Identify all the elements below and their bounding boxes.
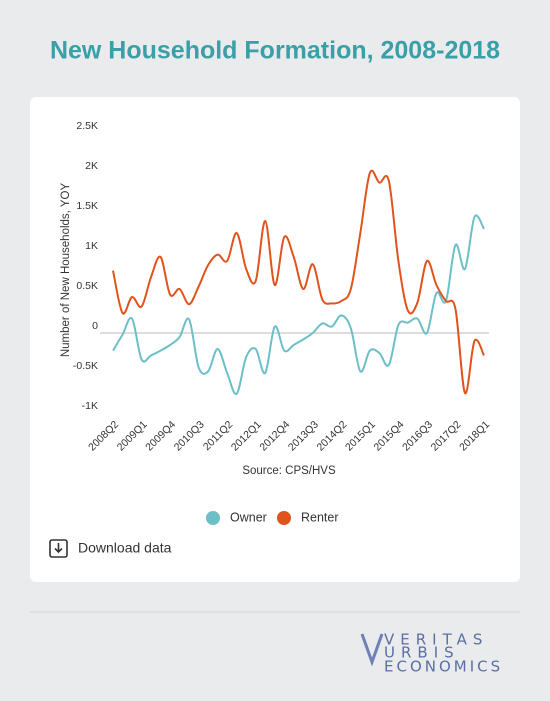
y-tick-label: 2K (85, 160, 98, 172)
logo-line: VERITAS (384, 631, 488, 649)
y-tick-label: 0 (92, 320, 98, 332)
legend-marker (277, 511, 291, 525)
y-tick-label: 0.5K (76, 280, 98, 292)
download-icon (49, 539, 68, 558)
logo-line: ECONOMICS (384, 658, 503, 676)
y-tick-label: 1.5K (76, 200, 98, 212)
y-axis-label: Number of New Households, YOY (60, 183, 72, 358)
legend-label: Renter (301, 510, 339, 524)
series-line (112, 214, 485, 395)
legend-label: Owner (230, 510, 267, 524)
legend-marker (206, 511, 220, 525)
y-tick-label: 1K (85, 240, 98, 252)
download-button[interactable]: Download data (49, 539, 172, 558)
y-tick-label: 2.5K (76, 120, 98, 132)
chart-title: New Household Formation, 2008-2018 (50, 37, 500, 65)
logo: VERITAS URBIS ECONOMICS (360, 631, 503, 676)
download-arrow (54, 543, 63, 554)
card (30, 97, 520, 582)
download-label: Download data (78, 540, 172, 556)
y-tick-label: -0.5K (73, 360, 98, 372)
x-axis-label: Source: CPS/HVS (242, 465, 336, 477)
logo-mark (360, 633, 384, 667)
y-tick-label: -1K (82, 400, 98, 412)
series-line (112, 169, 485, 395)
logo-line: URBIS (384, 644, 460, 662)
